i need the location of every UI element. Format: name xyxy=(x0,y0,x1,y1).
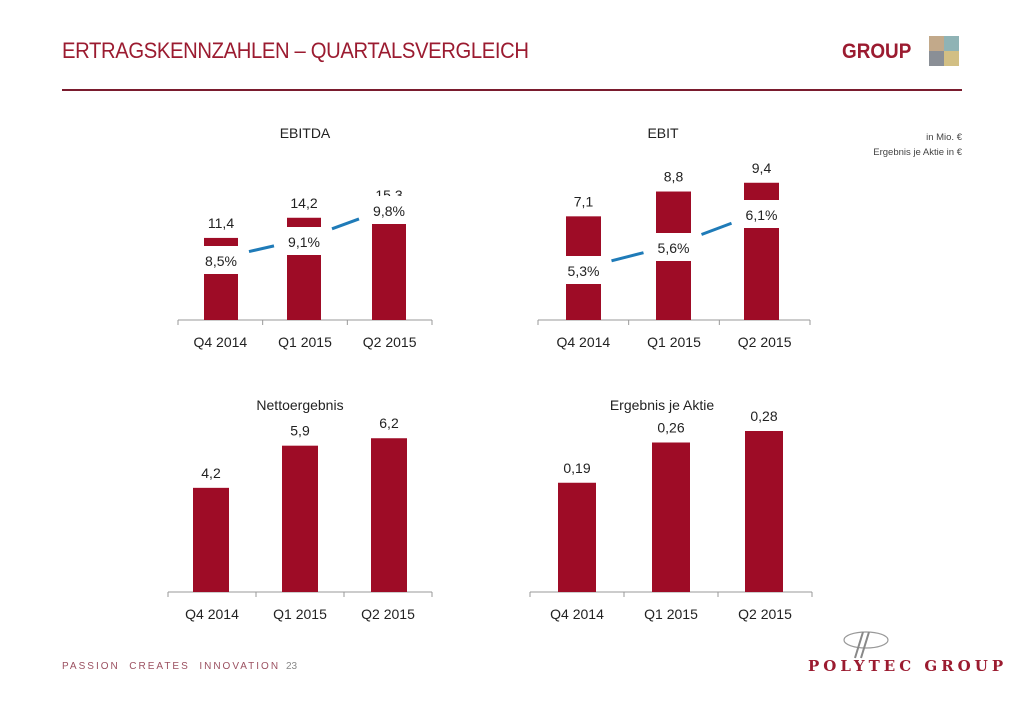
x-tick-label: Q1 2015 xyxy=(278,334,332,350)
x-tick-label: Q2 2015 xyxy=(361,606,415,622)
margin-label-bg xyxy=(565,256,602,284)
bar xyxy=(372,209,406,320)
bar xyxy=(745,431,783,592)
x-tick-label: Q1 2015 xyxy=(273,606,327,622)
x-tick-label: Q2 2015 xyxy=(738,606,792,622)
bar-value-label: 0,19 xyxy=(563,460,590,476)
bar xyxy=(652,442,690,592)
margin-label-bg xyxy=(655,233,692,261)
units-line-1: in Mio. € xyxy=(926,132,962,143)
margin-line-segment xyxy=(248,244,275,254)
margin-label-bg xyxy=(286,227,322,255)
bar xyxy=(282,445,318,592)
margin-line-segment xyxy=(611,251,644,263)
footer-tagline: PASSION CREATES INNOVATION xyxy=(62,661,281,672)
bar-value-label: 7,1 xyxy=(574,193,594,209)
bar-value-label: 14,2 xyxy=(290,195,317,211)
x-tick-label: Q4 2014 xyxy=(556,334,610,350)
logo-square xyxy=(929,36,944,51)
chart-title: Nettoergebnis xyxy=(256,397,343,413)
page-title: ERTRAGSKENNZAHLEN – QUARTALSVERGLEICH xyxy=(62,38,529,63)
bar-value-label: 9,4 xyxy=(752,160,772,176)
chart-title: Ergebnis je Aktie xyxy=(610,397,714,413)
margin-label-bg xyxy=(371,196,407,224)
group-logo-icon xyxy=(929,36,959,66)
x-tick-label: Q4 2014 xyxy=(550,606,604,622)
chart-title: EBITDA xyxy=(280,125,331,141)
margin-label: 6,1% xyxy=(746,207,778,223)
bar-value-label: 0,26 xyxy=(657,420,684,436)
margin-label: 5,3% xyxy=(568,263,600,279)
group-label: GROUP xyxy=(842,40,912,63)
bar-value-label: 6,2 xyxy=(379,415,399,431)
x-tick-label: Q4 2014 xyxy=(193,334,247,350)
bar-value-label: 4,2 xyxy=(201,465,221,481)
margin-label: 9,8% xyxy=(373,203,405,219)
margin-label-bg xyxy=(743,200,780,228)
x-tick-label: Q2 2015 xyxy=(363,334,417,350)
x-tick-label: Q4 2014 xyxy=(185,606,239,622)
margin-line-segment xyxy=(331,217,360,231)
bar-value-label: 5,9 xyxy=(290,423,310,439)
bar-value-label: 8,8 xyxy=(664,169,684,185)
bar xyxy=(558,482,596,592)
x-tick-label: Q1 2015 xyxy=(644,606,698,622)
logo-square xyxy=(929,51,944,66)
x-tick-label: Q1 2015 xyxy=(647,334,701,350)
chart-title: EBIT xyxy=(647,125,679,141)
page-number: 23 xyxy=(286,661,298,672)
margin-label-bg xyxy=(203,246,239,274)
polytec-logo-icon xyxy=(843,631,889,659)
units-line-2: Ergebnis je Aktie in € xyxy=(873,147,962,158)
bar xyxy=(371,438,407,592)
margin-label: 9,1% xyxy=(288,234,320,250)
margin-label: 5,6% xyxy=(658,240,690,256)
logo-square xyxy=(944,36,959,51)
bar-value-label: 11,4 xyxy=(208,215,234,231)
bar-value-label: 0,28 xyxy=(750,408,777,424)
margin-line-segment xyxy=(700,221,733,236)
units-note: in Mio. € Ergebnis je Aktie in € xyxy=(873,130,962,160)
bar xyxy=(193,487,229,592)
header-divider xyxy=(62,89,962,91)
brand-name: POLYTEC GROUP xyxy=(808,657,1008,675)
logo-square xyxy=(944,51,959,66)
margin-label: 8,5% xyxy=(205,253,237,269)
x-tick-label: Q2 2015 xyxy=(738,334,792,350)
